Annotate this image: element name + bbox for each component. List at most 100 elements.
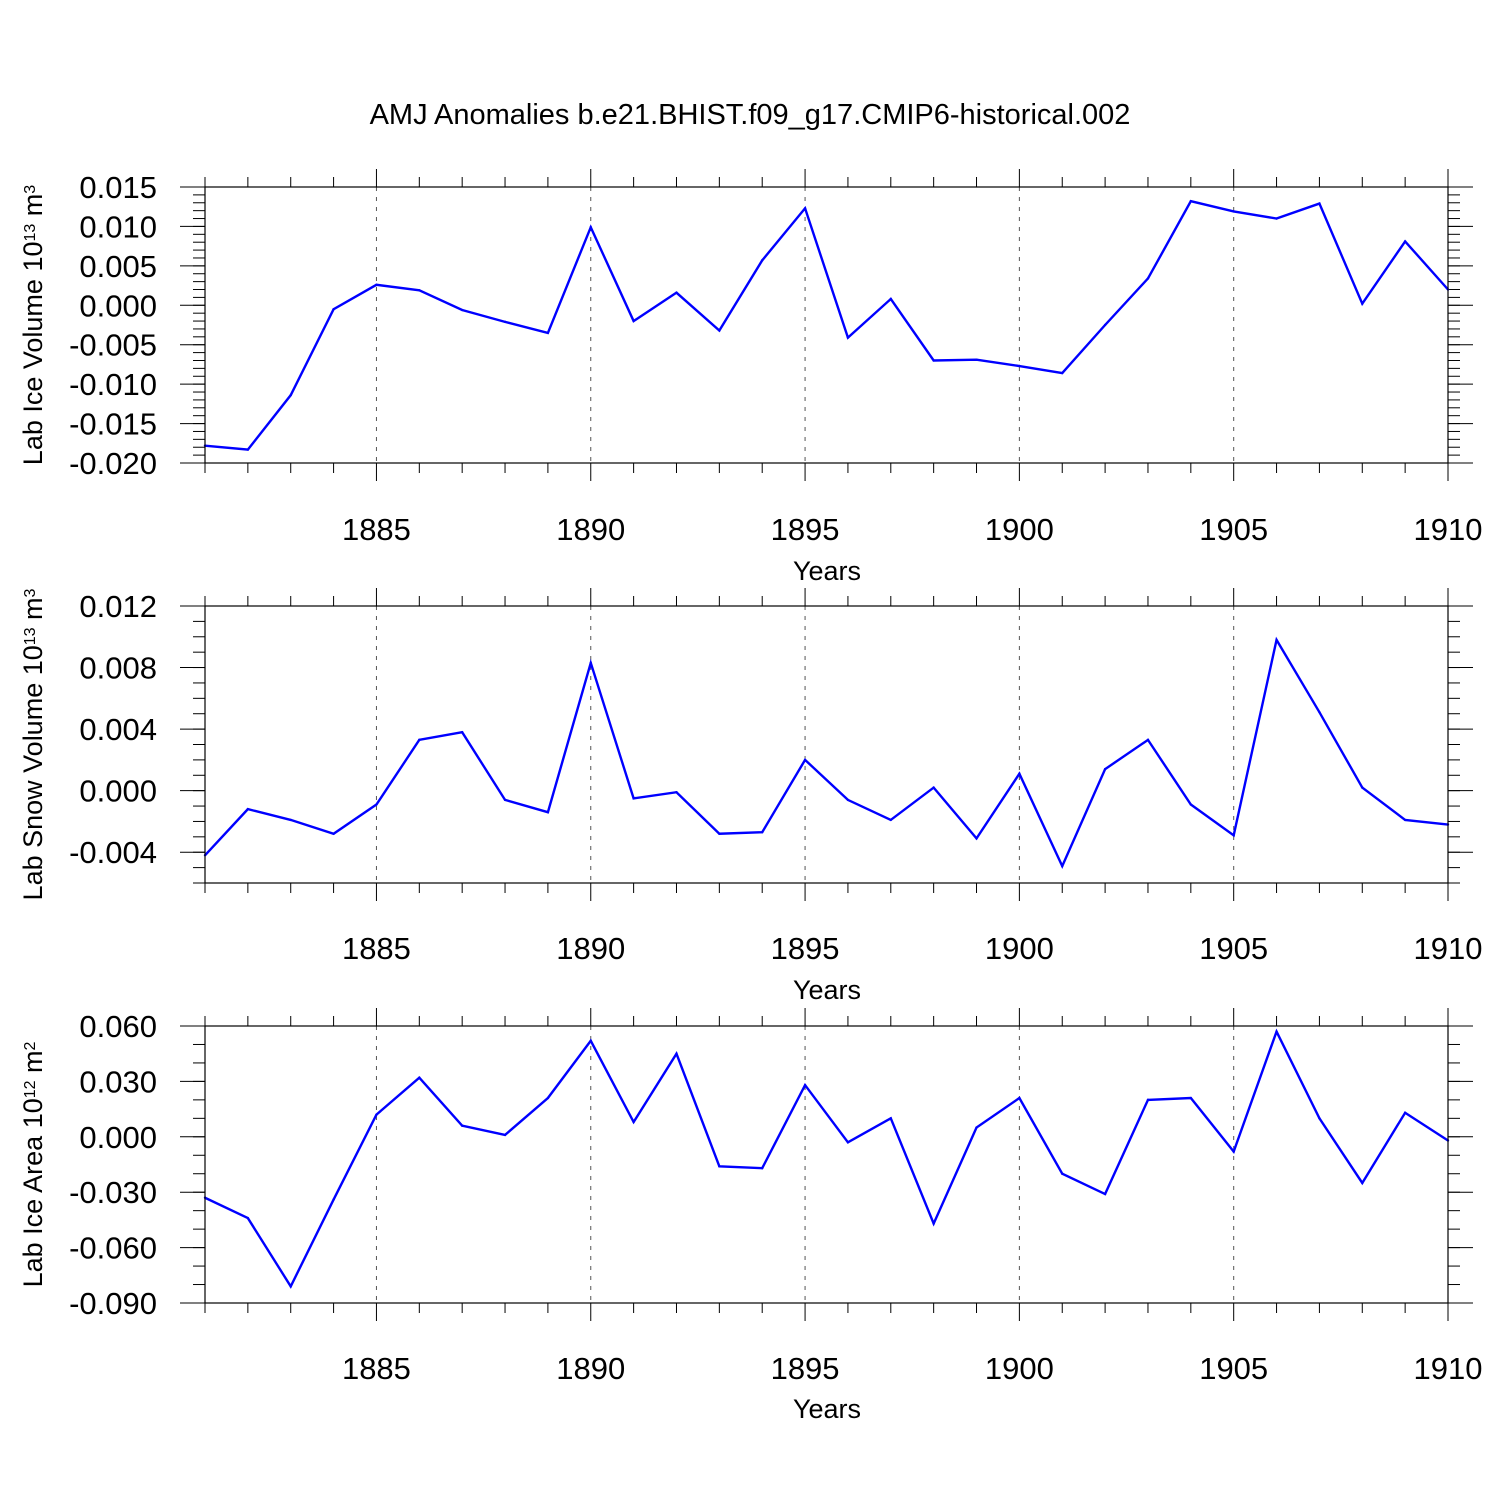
- data-point: [1403, 818, 1407, 822]
- x-tick-label: 1895: [771, 1351, 840, 1386]
- data-point: [375, 283, 378, 286]
- data-point: [1189, 199, 1193, 203]
- data-point: [632, 797, 635, 800]
- data-point: [460, 308, 464, 312]
- data-point: [289, 1285, 292, 1288]
- data-point: [1275, 1030, 1278, 1033]
- data-point: [1232, 1150, 1235, 1153]
- panel-ice-volume: -0.020 -0.015 -0.010 -0.005 0.000 0.005 0.010 0…: [18, 169, 1482, 586]
- data-point: [1103, 767, 1107, 771]
- data-point: [1361, 1181, 1364, 1185]
- data-point: [1275, 217, 1278, 220]
- x-tick-label: 1900: [985, 512, 1054, 547]
- data-point: [1018, 772, 1021, 775]
- data-point: [375, 1113, 378, 1116]
- y-tick-label: -0.020: [69, 446, 157, 481]
- y-tick-label: 0.015: [79, 170, 157, 205]
- data-point: [246, 807, 250, 811]
- data-point: [332, 832, 335, 835]
- data-point: [718, 329, 721, 332]
- data-point: [1018, 1096, 1021, 1100]
- data-point: [332, 1198, 335, 1201]
- y-tick-label: 0.008: [79, 651, 157, 686]
- data-point: [761, 259, 764, 262]
- x-tick-label: 1895: [771, 512, 840, 547]
- data-point: [1103, 323, 1107, 327]
- data-point: [675, 291, 678, 294]
- data-point: [1146, 1098, 1150, 1102]
- data-point: [332, 308, 335, 311]
- data-point: [375, 803, 378, 806]
- data-point: [289, 393, 292, 397]
- data-point: [1018, 364, 1021, 368]
- y-tick-label: 0.000: [79, 288, 157, 323]
- data-point: [1189, 803, 1193, 806]
- data-point: [932, 1222, 935, 1225]
- data-point: [460, 1124, 464, 1127]
- data-point: [503, 1133, 507, 1137]
- y-tick-label: -0.060: [69, 1231, 157, 1266]
- data-point: [1318, 710, 1321, 714]
- data-point: [846, 798, 850, 802]
- y-tick-label: 0.004: [79, 712, 157, 747]
- x-tick-label: 1885: [342, 512, 411, 547]
- y-tick-label: -0.005: [69, 328, 157, 363]
- y-tick-label: 0.010: [79, 209, 157, 244]
- data-point: [675, 1052, 678, 1055]
- y-tick-label: 0.000: [79, 1120, 157, 1155]
- data-point: [460, 730, 464, 734]
- panel-snow-volume: -0.004 0.000 0.004 0.008 0.012 Lab Snow Volum…: [18, 588, 1482, 1005]
- y-tick-label: -0.090: [69, 1286, 157, 1321]
- data-point: [503, 798, 507, 802]
- data-point: [675, 791, 678, 794]
- y-tick-label: 0.012: [79, 589, 157, 624]
- data-point: [975, 837, 978, 840]
- x-tick-label: 1885: [342, 931, 411, 966]
- plot-frame: [204, 1025, 1449, 1304]
- data-point: [1061, 864, 1064, 868]
- data-point: [289, 818, 292, 822]
- x-tick-label: 1890: [556, 512, 625, 547]
- data-point: [803, 758, 807, 762]
- data-point: [975, 1126, 978, 1129]
- x-tick-label: 1910: [1414, 512, 1483, 547]
- data-point: [1061, 371, 1064, 375]
- y-tick-label: -0.004: [69, 835, 157, 870]
- data-point: [889, 1117, 892, 1120]
- y-tick-label: -0.015: [69, 407, 157, 442]
- data-point: [418, 1076, 421, 1079]
- x-tick-label: 1900: [985, 1351, 1054, 1386]
- series-line: [204, 199, 1449, 451]
- data-point: [418, 289, 421, 292]
- plot-frame: [204, 605, 1449, 884]
- data-point: [1318, 1117, 1321, 1120]
- data-point: [546, 1096, 550, 1100]
- x-tick-label: 1895: [771, 931, 840, 966]
- x-tick-label: 1890: [556, 931, 625, 966]
- series-line: [204, 636, 1449, 869]
- data-point: [503, 320, 507, 324]
- data-point: [846, 1141, 850, 1144]
- data-point: [932, 786, 935, 789]
- y-tick-label: 0.030: [79, 1064, 157, 1099]
- y-tick-label: 0.005: [79, 249, 157, 284]
- data-point: [589, 661, 592, 665]
- plot-frame: [204, 186, 1449, 464]
- x-tick-label: 1905: [1199, 512, 1268, 547]
- data-point: [975, 358, 978, 361]
- x-axis-title: Years: [793, 975, 861, 1005]
- data-point: [546, 331, 550, 335]
- data-point: [1361, 302, 1364, 305]
- data-point: [1146, 277, 1150, 280]
- data-point: [846, 336, 850, 339]
- data-point: [718, 832, 721, 835]
- x-tick-label: 1910: [1414, 1351, 1483, 1386]
- data-point: [1232, 834, 1235, 837]
- data-point: [761, 831, 764, 834]
- series-line: [204, 1028, 1449, 1289]
- data-point: [761, 1166, 764, 1170]
- data-point: [889, 818, 892, 822]
- panel-ice-area: -0.090 -0.060 -0.030 0.000 0.030 0.060 Lab Ice…: [18, 1008, 1482, 1424]
- x-tick-label: 1910: [1414, 931, 1483, 966]
